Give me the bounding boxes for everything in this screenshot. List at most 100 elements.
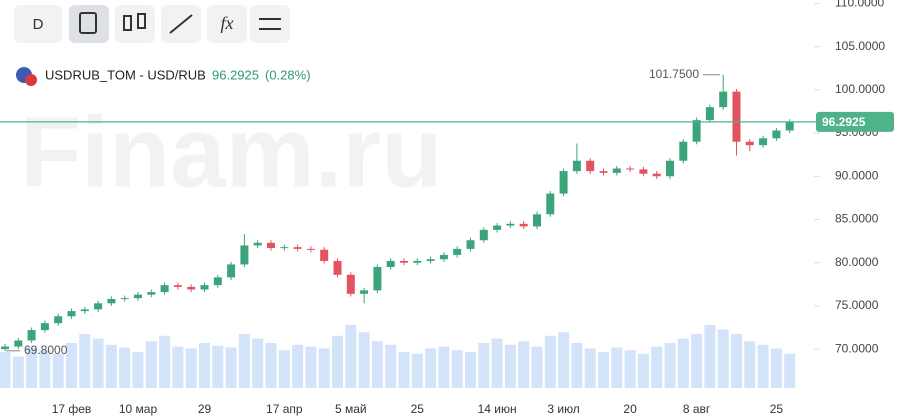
candle-body [493, 225, 502, 230]
x-tick-label: 29 [198, 402, 212, 416]
candles-icon [123, 15, 132, 31]
y-tick-label: 75.0000 [835, 298, 879, 312]
candle-body [400, 260, 408, 263]
candle-body [546, 193, 555, 215]
x-tick-label: 25 [770, 402, 784, 416]
instrument-title: USDRUB_TOM - USD/RUB [45, 67, 206, 82]
candle-body [785, 121, 794, 131]
volume-bar [465, 352, 476, 388]
period-label: D [33, 16, 44, 33]
volume-bar [784, 353, 796, 388]
volume-bar [105, 344, 117, 388]
volume-bar [770, 348, 782, 388]
candles-button[interactable] [115, 5, 155, 43]
candle-body [1, 346, 9, 350]
volume-bar [52, 353, 64, 388]
x-tick-label: 14 июн [478, 402, 517, 416]
volume-bar [491, 338, 503, 388]
volume-bar [199, 343, 210, 388]
volume-bar [425, 348, 437, 388]
volume-bar [265, 343, 277, 388]
candle-body [439, 254, 448, 260]
candle-body [413, 260, 422, 263]
volume-bar [438, 346, 450, 388]
candle-body [187, 286, 196, 290]
volume-bar [332, 335, 343, 388]
candle-body [599, 171, 608, 173]
candle-body [147, 292, 156, 295]
notes-icon [79, 12, 97, 34]
annotation-label: 69.8000 [24, 343, 68, 357]
y-tick-label: 80.0000 [835, 255, 879, 269]
volume-bar [345, 325, 357, 388]
candle-body [280, 247, 289, 249]
candle-body [267, 242, 275, 249]
candle-body [586, 160, 595, 172]
candle-body [572, 160, 581, 172]
candle-body [320, 249, 329, 261]
volume-bar [518, 341, 530, 388]
y-tick-label: 85.0000 [835, 212, 879, 226]
volume-bar [398, 352, 410, 388]
candle-body [14, 340, 23, 347]
candle-body [466, 240, 475, 249]
volume-bar [278, 350, 290, 388]
candle-body [134, 294, 142, 299]
x-tick-label: 17 фев [52, 402, 92, 416]
period-button[interactable] [14, 5, 62, 43]
volume-bar [292, 344, 304, 388]
volume-bar [691, 334, 703, 388]
annotation-label: 101.7500 [649, 67, 699, 81]
candle-body [692, 120, 701, 142]
volume-bar [451, 350, 463, 388]
volume-bar [651, 346, 663, 388]
x-tick-label: 17 апр [266, 402, 303, 416]
volume-bar [185, 348, 197, 388]
volume-bar [411, 353, 423, 388]
flag-icon [25, 74, 37, 86]
y-tick-label: 100.0000 [835, 82, 885, 96]
candle-body [386, 260, 395, 268]
volume-bar [757, 344, 769, 388]
candle-body [679, 141, 688, 161]
candle-body [559, 171, 568, 194]
candle-body [745, 141, 754, 146]
volume-bar [0, 352, 11, 388]
volume-bar [119, 347, 131, 388]
y-tick-label: 105.0000 [835, 39, 885, 53]
volume-bar [132, 352, 144, 388]
candle-body [373, 267, 382, 291]
candle-body [333, 260, 342, 275]
candle-body [479, 229, 488, 241]
candle-body [426, 259, 435, 261]
header-price: 96.2925 [212, 67, 259, 82]
volume-bar [385, 344, 397, 388]
plot [0, 74, 796, 388]
volume-bar [225, 347, 237, 388]
candle-body [360, 290, 369, 294]
volume-bar [12, 356, 24, 388]
formula-button[interactable] [207, 5, 247, 43]
candle-body [40, 323, 49, 331]
volume-bar [172, 346, 184, 388]
volume-bar [252, 338, 264, 388]
candle-body [227, 264, 236, 278]
candles-icon [137, 13, 146, 29]
candle-body [612, 168, 621, 173]
header-change: (0.28%) [265, 67, 311, 82]
candle-body [519, 223, 528, 227]
candle-body [27, 330, 36, 341]
candle-body [54, 316, 63, 324]
volume-bar [544, 335, 556, 388]
candle-body [253, 242, 262, 246]
notes-button[interactable] [69, 5, 109, 43]
x-tick-label: 3 июл [547, 402, 579, 416]
volume-bar [92, 338, 104, 388]
settings-button[interactable] [250, 5, 290, 43]
x-tick-label: 20 [623, 402, 637, 416]
volume-bar [478, 343, 490, 388]
candle-body [719, 91, 728, 108]
y-tick-label: 110.0000 [835, 0, 884, 10]
y-tick-label: 90.0000 [835, 168, 879, 182]
